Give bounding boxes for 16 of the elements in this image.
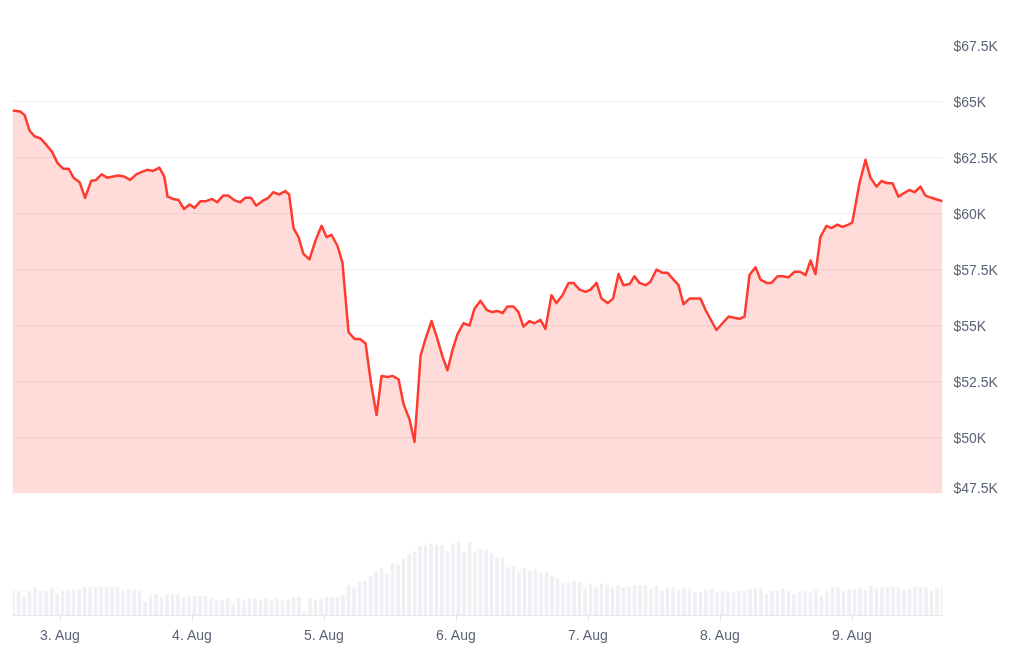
x-tick-label: 4. Aug [172, 626, 212, 643]
y-tick-label: $52.5K [953, 373, 999, 390]
y-tick-label: $55K [953, 317, 987, 334]
y-tick-label: $67.5K [953, 37, 999, 54]
x-tick-label: 8. Aug [700, 626, 740, 643]
y-tick-label: $65K [953, 93, 987, 110]
y-tick-label: $47.5K [953, 479, 999, 496]
y-tick-label: $62.5K [953, 149, 999, 166]
y-tick-label: $50K [953, 429, 987, 446]
x-tick-label: 6. Aug [436, 626, 476, 643]
y-tick-label: $60K [953, 205, 987, 222]
x-tick-label: 9. Aug [832, 626, 872, 643]
y-tick-label: $57.5K [953, 261, 999, 278]
x-tick-label: 7. Aug [568, 626, 608, 643]
x-tick-label: 5. Aug [304, 626, 344, 643]
x-tick-label: 3. Aug [40, 626, 80, 643]
